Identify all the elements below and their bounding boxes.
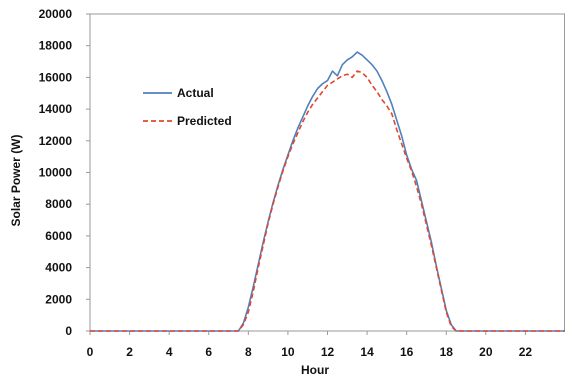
x-tick-label: 4 bbox=[166, 345, 173, 359]
y-tick-label: 18000 bbox=[39, 39, 73, 53]
y-tick-label: 2000 bbox=[45, 292, 72, 306]
y-tick-label: 6000 bbox=[45, 229, 72, 243]
x-tick-label: 20 bbox=[479, 345, 493, 359]
x-tick-label: 14 bbox=[360, 345, 374, 359]
legend-label-actual: Actual bbox=[177, 86, 214, 100]
x-tick-label: 0 bbox=[87, 345, 94, 359]
y-tick-label: 8000 bbox=[45, 197, 72, 211]
y-tick-label: 10000 bbox=[39, 166, 73, 180]
x-tick-label: 12 bbox=[321, 345, 335, 359]
y-axis: 0 2000 4000 6000 8000 10000 12000 14000 16000 180… bbox=[39, 7, 90, 338]
x-tick-label: 18 bbox=[440, 345, 454, 359]
x-axis: 0 2 4 6 8 10 12 14 16 18 20 22 bbox=[87, 331, 533, 359]
legend-label-predicted: Predicted bbox=[177, 114, 232, 128]
y-tick-label: 16000 bbox=[39, 70, 73, 84]
series-layer bbox=[90, 51, 565, 332]
y-tick-label: 14000 bbox=[39, 102, 73, 116]
x-tick-label: 22 bbox=[519, 345, 533, 359]
y-tick-label: 12000 bbox=[39, 134, 73, 148]
legend: Actual Predicted bbox=[143, 86, 232, 128]
x-tick-label: 16 bbox=[400, 345, 414, 359]
y-tick-label: 20000 bbox=[39, 7, 73, 21]
x-tick-label: 6 bbox=[205, 345, 212, 359]
series-line-predicted bbox=[90, 70, 565, 332]
x-tick-label: 10 bbox=[281, 345, 295, 359]
x-axis-title: Hour bbox=[301, 363, 329, 377]
y-axis-title: Solar Power (W) bbox=[9, 134, 23, 226]
x-tick-label: 8 bbox=[245, 345, 252, 359]
y-tick-label: 0 bbox=[65, 324, 72, 338]
x-tick-label: 2 bbox=[126, 345, 133, 359]
y-tick-label: 4000 bbox=[45, 261, 72, 275]
